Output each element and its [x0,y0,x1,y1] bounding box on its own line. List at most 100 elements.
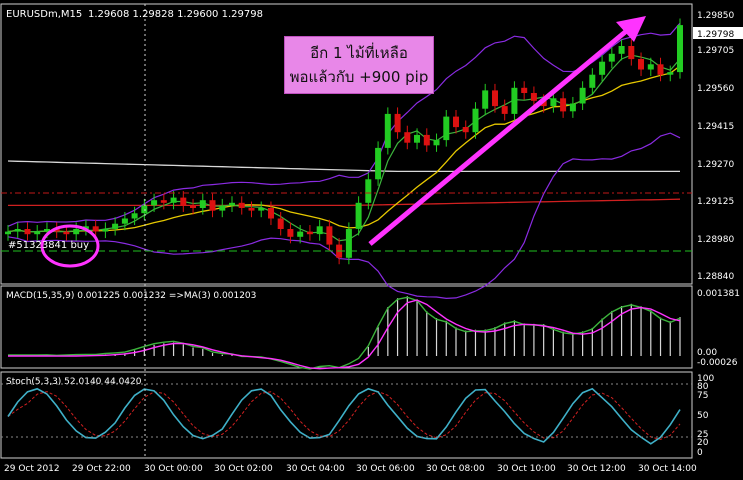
svg-text:30 Oct 12:00: 30 Oct 12:00 [567,464,626,474]
candle-body [277,218,284,229]
candle-body [306,231,313,235]
candle-body [316,226,323,235]
candle-body [453,116,459,128]
candle-body [5,231,11,235]
bollinger-lower [7,132,681,300]
price-tick: 1.29850 [697,11,734,21]
svg-text:25: 25 [697,430,708,440]
candle-body [628,46,635,60]
ma-yellow-line [7,65,681,233]
price-tick: 1.29125 [697,197,734,207]
candle-body [219,205,226,211]
candle-body [34,231,41,235]
candle-body [394,113,401,133]
macd-panel-frame [0,285,693,369]
svg-text:29 Oct 22:00: 29 Oct 22:00 [72,464,131,474]
candle-body [414,134,420,143]
symbol-label: EURUSDm,M15 [6,9,82,20]
candle-body [511,87,518,114]
ohlc-label: 1.29608 1.29828 1.29600 1.29798 [88,9,263,20]
candle-body [618,46,625,54]
stoch-panel-frame [0,371,693,459]
candle-body [160,200,167,203]
price-tick: 1.28980 [697,235,734,245]
annotation-line-1: อีก 1 ไม้ที่เหลือ [310,44,408,62]
candle-body [102,229,109,232]
candle-body [667,72,674,75]
price-tick: 1.29415 [697,122,734,132]
candle-body [199,200,206,208]
candle-body [423,134,430,146]
order-highlight-circle [40,224,100,268]
order-label[interactable]: #51323841 buy [8,240,89,251]
candle-body [501,106,508,114]
candle-body [677,25,683,73]
price-tick: 1.29560 [697,84,734,94]
svg-text:100: 100 [697,374,714,384]
svg-text:30 Oct 00:00: 30 Oct 00:00 [144,464,203,474]
candle-body [433,140,440,146]
annotation-box: อีก 1 ไม้ที่เหลือ พอแล้วกับ +900 pip [284,36,434,94]
candle-body [657,64,664,75]
candle-body [141,205,148,214]
candle-body [258,208,265,211]
candle-body [579,87,586,104]
candle-body [521,87,528,93]
candle-body [92,226,99,232]
svg-text:80: 80 [697,382,709,392]
candle-body [355,202,362,229]
candle-body [443,116,450,141]
price-axis: 1.29850 1.29705 1.29560 1.29415 1.29270 … [697,11,734,282]
candle-body [151,200,158,206]
candle-body [326,226,333,245]
price-tick: 1.29705 [697,46,734,56]
candle-body [530,93,537,101]
ma-white-line [7,160,680,173]
candle-body [63,231,70,235]
macd-chart [8,296,681,370]
candle-body [82,226,89,229]
candle-body [238,202,245,208]
candle-body [569,103,576,112]
candle-body [482,90,489,109]
candle-body [248,208,255,211]
svg-text:30 Oct 02:00: 30 Oct 02:00 [214,464,273,474]
svg-text:30 Oct 14:00: 30 Oct 14:00 [638,464,697,474]
candle-body [589,74,596,88]
candle-body [462,127,469,133]
stoch-main-line [7,387,681,445]
candle-body [180,197,187,206]
macd-tick: 0.001381 [697,289,740,299]
macd-signal-line [8,299,681,370]
current-price-label: 1.29798 [697,30,734,40]
ma-green-line [7,54,681,242]
candle-body [73,229,80,235]
price-panel-frame [0,3,693,285]
candle-body [209,200,216,211]
svg-text:30 Oct 04:00: 30 Oct 04:00 [286,464,345,474]
candle-body [599,61,606,75]
macd-label: MACD(15,35,9) 0.001225 0.001232 =>MA(3) … [6,291,256,301]
svg-text:30 Oct 10:00: 30 Oct 10:00 [497,464,556,474]
macd-main-line [8,296,681,370]
candle-body [229,202,235,206]
candle-body [121,218,128,224]
candle-body [384,113,391,148]
candle-body [550,98,557,107]
ma-red-line [8,198,681,207]
price-tick: 1.29270 [697,160,734,170]
svg-text:0: 0 [697,448,703,458]
candle-body [365,179,372,203]
candle-body [112,223,119,229]
candle-body [608,53,615,62]
candle-body [131,213,138,219]
svg-text:75: 75 [697,391,708,401]
svg-text:30 Oct 06:00: 30 Oct 06:00 [356,464,415,474]
macd-tick: 0.00 [697,348,717,358]
stoch-signal-line [7,390,681,440]
candle-body [560,98,567,112]
candle-body [647,64,654,70]
candle-body [24,229,31,235]
